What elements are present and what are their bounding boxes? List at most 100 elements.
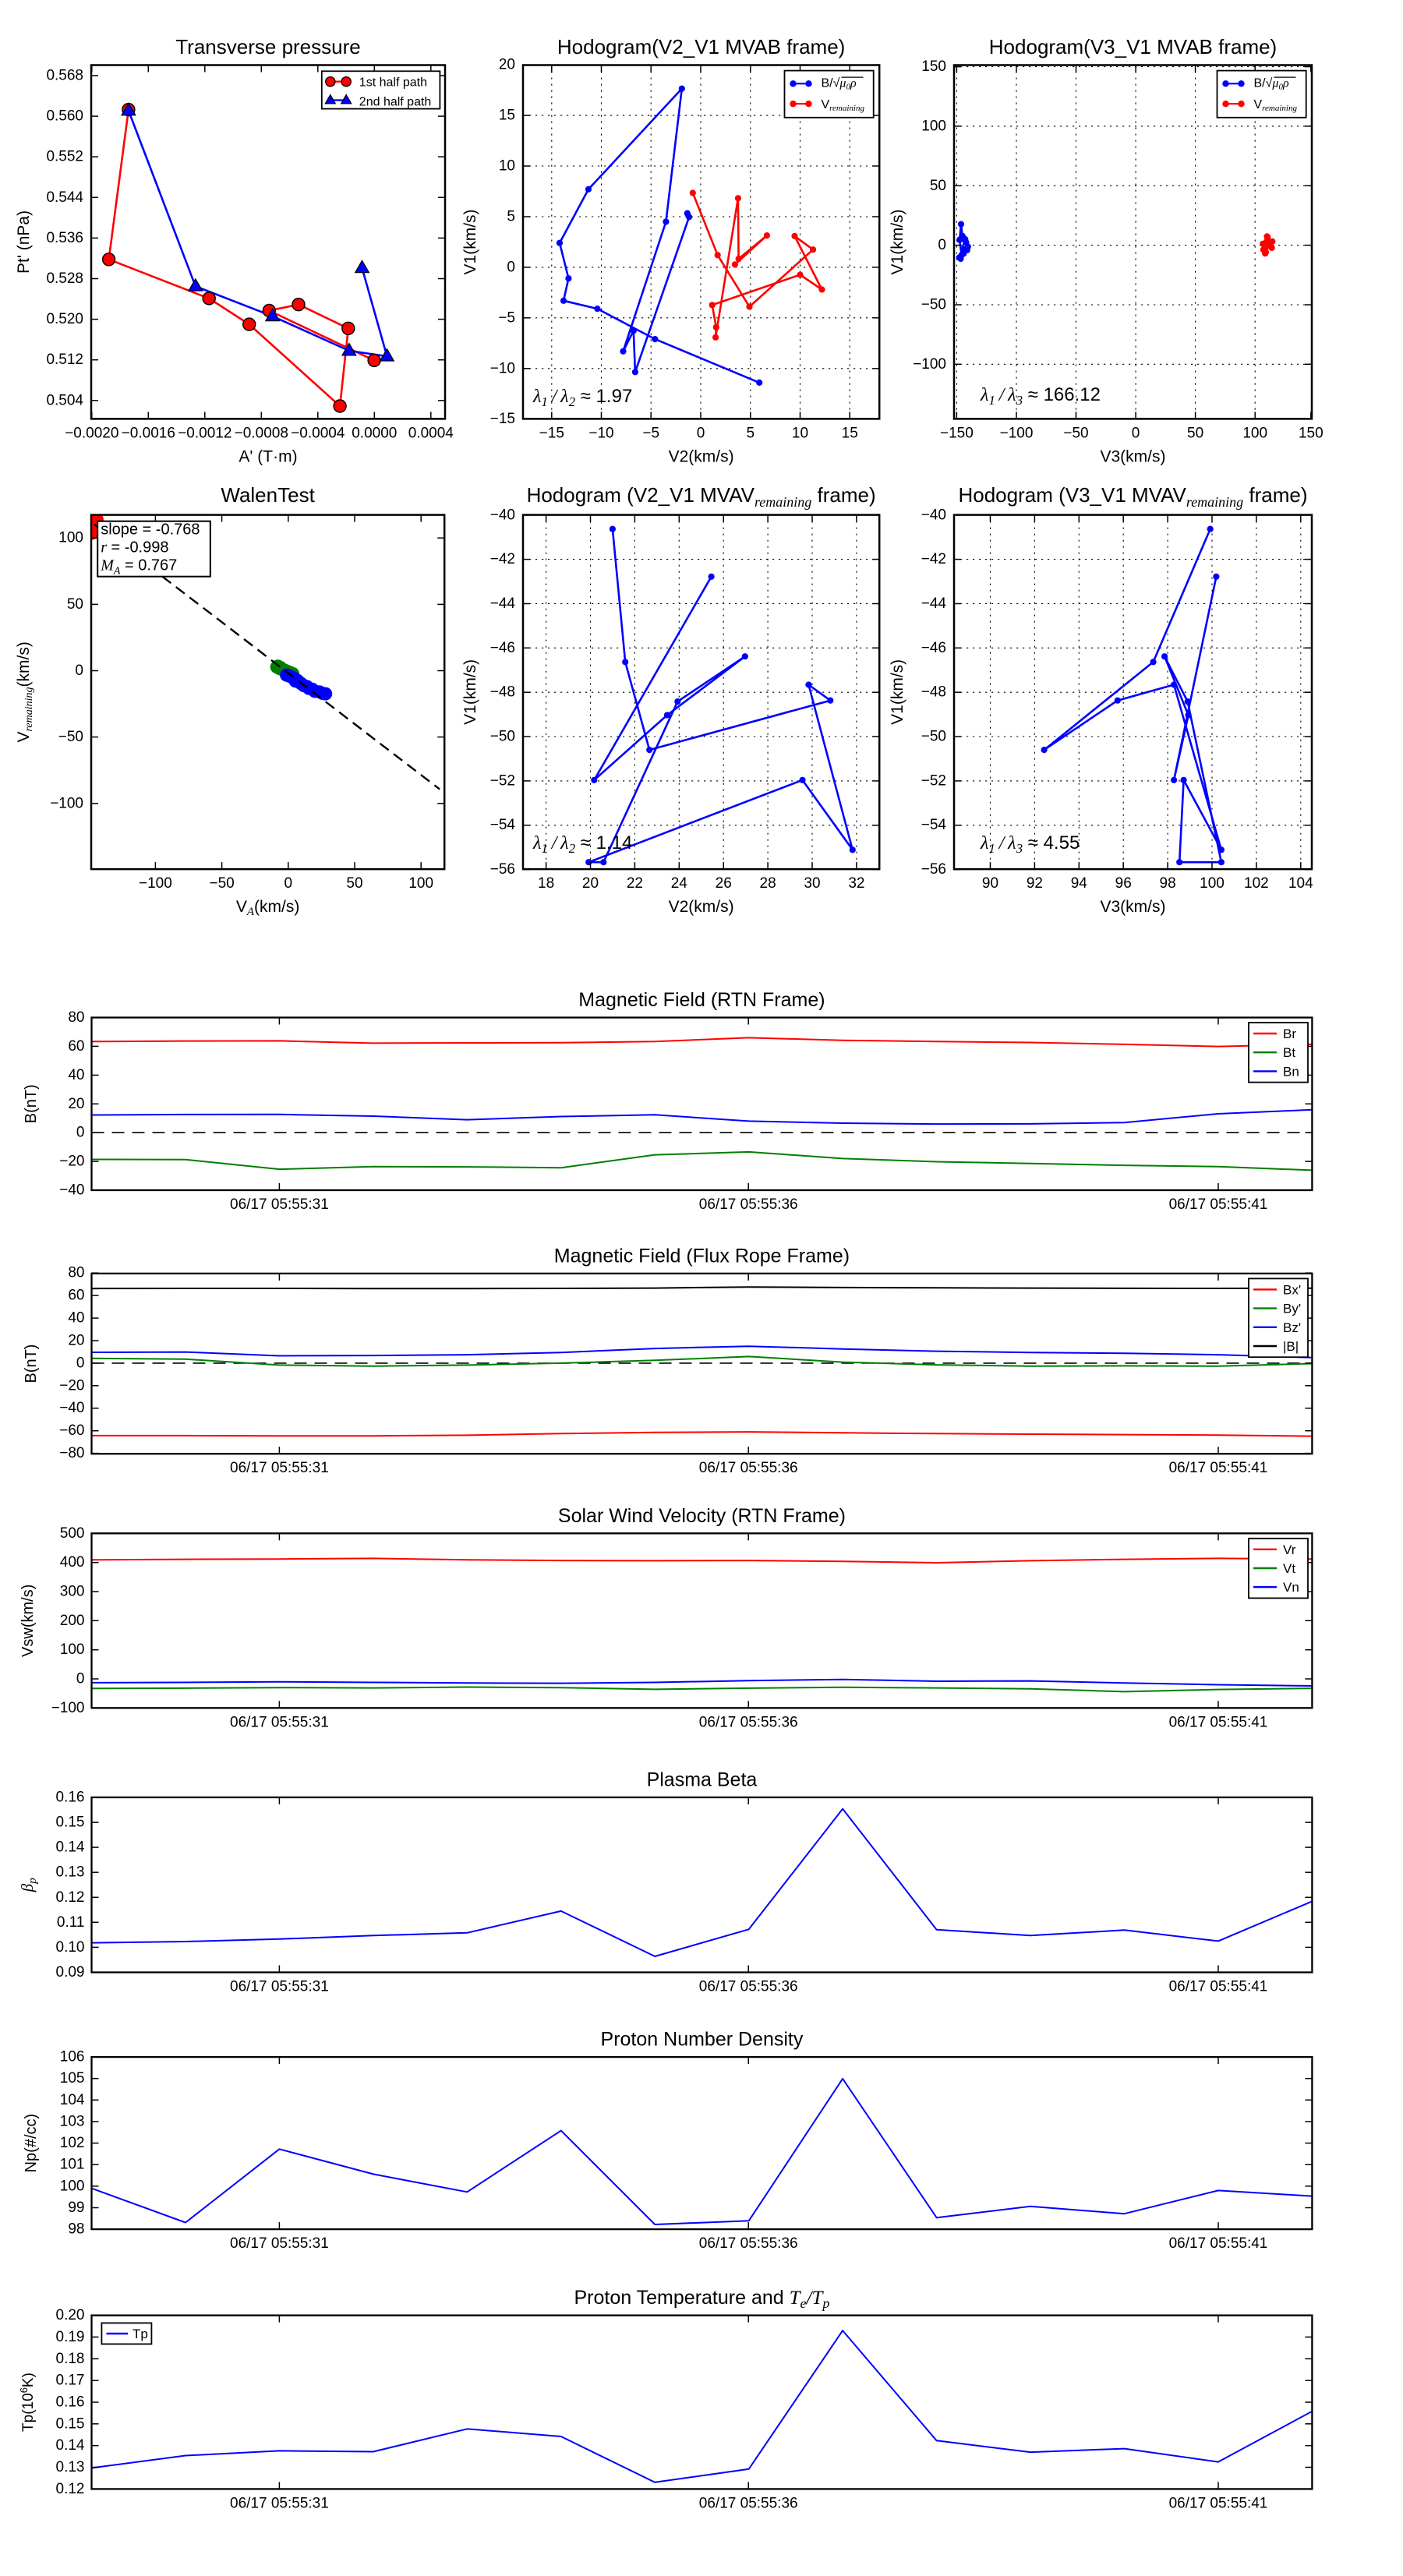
svg-text:B(nT): B(nT) — [23, 1345, 40, 1383]
svg-text:B/√μ0ρ: B/√μ0ρ — [822, 76, 857, 91]
svg-text:|B|: |B| — [1283, 1339, 1299, 1354]
svg-text:−100: −100 — [50, 795, 83, 811]
svg-text:0.17: 0.17 — [56, 2373, 85, 2389]
svg-text:28: 28 — [760, 875, 776, 892]
svg-text:104: 104 — [1288, 875, 1313, 892]
svg-text:0.0004: 0.0004 — [408, 425, 454, 441]
svg-text:slope = -0.768: slope = -0.768 — [101, 521, 200, 539]
svg-text:99: 99 — [68, 2200, 84, 2216]
svg-text:V1(km/s): V1(km/s) — [889, 209, 906, 274]
svg-text:0.528: 0.528 — [46, 270, 83, 287]
svg-text:06/17 05:55:36: 06/17 05:55:36 — [699, 2235, 798, 2252]
svg-text:06/17 05:55:41: 06/17 05:55:41 — [1169, 1460, 1268, 1476]
svg-text:100: 100 — [1200, 875, 1225, 892]
svg-text:98: 98 — [1160, 875, 1176, 892]
svg-text:100: 100 — [60, 2178, 85, 2194]
svg-text:−46: −46 — [921, 640, 946, 656]
svg-text:Plasma Beta: Plasma Beta — [647, 1769, 758, 1791]
svg-text:0.14: 0.14 — [56, 2437, 85, 2454]
svg-text:−15: −15 — [539, 425, 564, 441]
svg-text:0.20: 0.20 — [56, 2307, 85, 2323]
svg-text:50: 50 — [346, 875, 362, 892]
svg-text:60: 60 — [68, 1038, 84, 1055]
svg-text:60: 60 — [68, 1288, 84, 1304]
svg-text:0: 0 — [75, 663, 83, 679]
svg-text:−150: −150 — [940, 425, 974, 441]
svg-text:−20: −20 — [59, 1154, 84, 1170]
svg-text:0.15: 0.15 — [56, 1815, 85, 1831]
svg-text:101: 101 — [60, 2157, 85, 2173]
svg-text:Bn: Bn — [1283, 1064, 1299, 1079]
svg-text:0.568: 0.568 — [46, 68, 83, 84]
svg-text:500: 500 — [60, 1525, 85, 1542]
svg-text:100: 100 — [408, 875, 433, 892]
svg-text:Transverse pressure: Transverse pressure — [175, 35, 360, 58]
svg-text:−50: −50 — [209, 875, 234, 892]
svg-text:20: 20 — [582, 875, 599, 892]
svg-text:Tp(106K): Tp(106K) — [18, 2373, 37, 2432]
svg-text:100: 100 — [60, 1641, 85, 1658]
svg-text:−100: −100 — [51, 1700, 85, 1716]
svg-text:Hodogram(V2_V1 MVAB frame): Hodogram(V2_V1 MVAB frame) — [557, 35, 845, 58]
svg-text:λ1 / λ2 ≈ 1.97: λ1 / λ2 ≈ 1.97 — [532, 386, 632, 409]
svg-text:−50: −50 — [58, 729, 83, 745]
svg-text:Pt' (nPa): Pt' (nPa) — [15, 210, 33, 274]
svg-text:26: 26 — [716, 875, 732, 892]
svg-text:40: 40 — [68, 1067, 84, 1083]
svg-text:−42: −42 — [490, 551, 515, 567]
svg-text:0: 0 — [1132, 425, 1140, 441]
svg-text:−10: −10 — [588, 425, 613, 441]
svg-text:102: 102 — [60, 2135, 85, 2151]
svg-text:Tp: Tp — [133, 2327, 148, 2341]
svg-text:2nd half path: 2nd half path — [359, 95, 432, 108]
svg-text:105: 105 — [60, 2070, 85, 2087]
svg-text:100: 100 — [1242, 425, 1267, 441]
svg-text:−54: −54 — [921, 817, 947, 833]
svg-text:VA(km/s): VA(km/s) — [236, 898, 300, 918]
svg-text:90: 90 — [982, 875, 998, 892]
svg-text:0.504: 0.504 — [46, 392, 83, 408]
svg-text:Proton Temperature and Te/Tp: Proton Temperature and Te/Tp — [574, 2287, 830, 2311]
svg-text:−0.0004: −0.0004 — [291, 425, 345, 441]
svg-text:0.520: 0.520 — [46, 311, 83, 327]
svg-text:−40: −40 — [59, 1400, 84, 1416]
svg-text:06/17 05:55:36: 06/17 05:55:36 — [699, 1714, 798, 1730]
svg-text:150: 150 — [1299, 425, 1323, 441]
svg-text:−40: −40 — [490, 507, 515, 523]
svg-text:r = -0.998: r = -0.998 — [101, 539, 168, 557]
svg-text:0.16: 0.16 — [56, 1790, 85, 1806]
svg-text:λ1 / λ2 ≈ 1.14: λ1 / λ2 ≈ 1.14 — [532, 832, 632, 856]
svg-text:0.552: 0.552 — [46, 149, 83, 165]
svg-text:06/17 05:55:41: 06/17 05:55:41 — [1169, 1196, 1268, 1213]
svg-text:0.560: 0.560 — [46, 108, 83, 125]
svg-text:−10: −10 — [490, 360, 515, 376]
svg-text:50: 50 — [67, 596, 83, 613]
svg-text:06/17 05:55:41: 06/17 05:55:41 — [1169, 1979, 1268, 1995]
svg-text:0.11: 0.11 — [57, 1914, 85, 1931]
svg-text:−56: −56 — [921, 861, 946, 878]
svg-text:−5: −5 — [498, 309, 515, 326]
svg-text:−42: −42 — [921, 551, 946, 567]
svg-text:106: 106 — [60, 2049, 85, 2065]
svg-text:06/17 05:55:41: 06/17 05:55:41 — [1169, 2235, 1268, 2252]
svg-text:102: 102 — [1244, 875, 1269, 892]
svg-text:0: 0 — [76, 1671, 85, 1687]
svg-text:V3(km/s): V3(km/s) — [1101, 898, 1166, 916]
svg-text:−60: −60 — [59, 1422, 84, 1439]
svg-text:5: 5 — [507, 209, 515, 225]
svg-text:−50: −50 — [921, 729, 946, 745]
svg-text:80: 80 — [68, 1009, 84, 1026]
svg-text:0.09: 0.09 — [56, 1964, 85, 1981]
svg-text:06/17 05:55:41: 06/17 05:55:41 — [1169, 1714, 1268, 1730]
svg-text:96: 96 — [1115, 875, 1132, 892]
svg-text:40: 40 — [68, 1310, 84, 1327]
svg-text:0.19: 0.19 — [56, 2329, 85, 2345]
svg-text:50: 50 — [1187, 425, 1203, 441]
svg-text:V1(km/s): V1(km/s) — [461, 209, 479, 274]
svg-text:0: 0 — [76, 1355, 85, 1371]
svg-text:−40: −40 — [59, 1182, 84, 1199]
svg-text:20: 20 — [68, 1096, 84, 1112]
svg-text:300: 300 — [60, 1584, 85, 1600]
svg-text:−100: −100 — [1000, 425, 1034, 441]
svg-text:103: 103 — [60, 2114, 85, 2130]
